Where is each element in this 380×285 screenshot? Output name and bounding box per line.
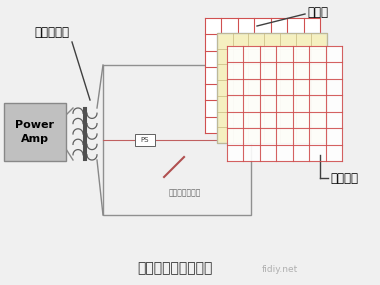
Text: 静电扬声器工作原理: 静电扬声器工作原理 [137, 261, 213, 275]
Text: 信号极板: 信号极板 [330, 172, 358, 184]
Bar [205, 18, 320, 133]
Bar [103, 65, 251, 215]
Bar [217, 33, 327, 143]
Text: 发音膜: 发音膜 [307, 5, 328, 19]
Bar [217, 33, 327, 143]
Text: Power
Amp: Power Amp [16, 120, 54, 144]
Bar [227, 46, 342, 161]
Bar [135, 134, 155, 146]
Text: fidiy.net: fidiy.net [262, 266, 298, 274]
Text: PS: PS [141, 137, 149, 143]
Text: 静电荷充电电路: 静电荷充电电路 [169, 188, 201, 198]
Text: 音频驱动器: 音频驱动器 [35, 25, 70, 38]
Bar [4, 103, 66, 161]
